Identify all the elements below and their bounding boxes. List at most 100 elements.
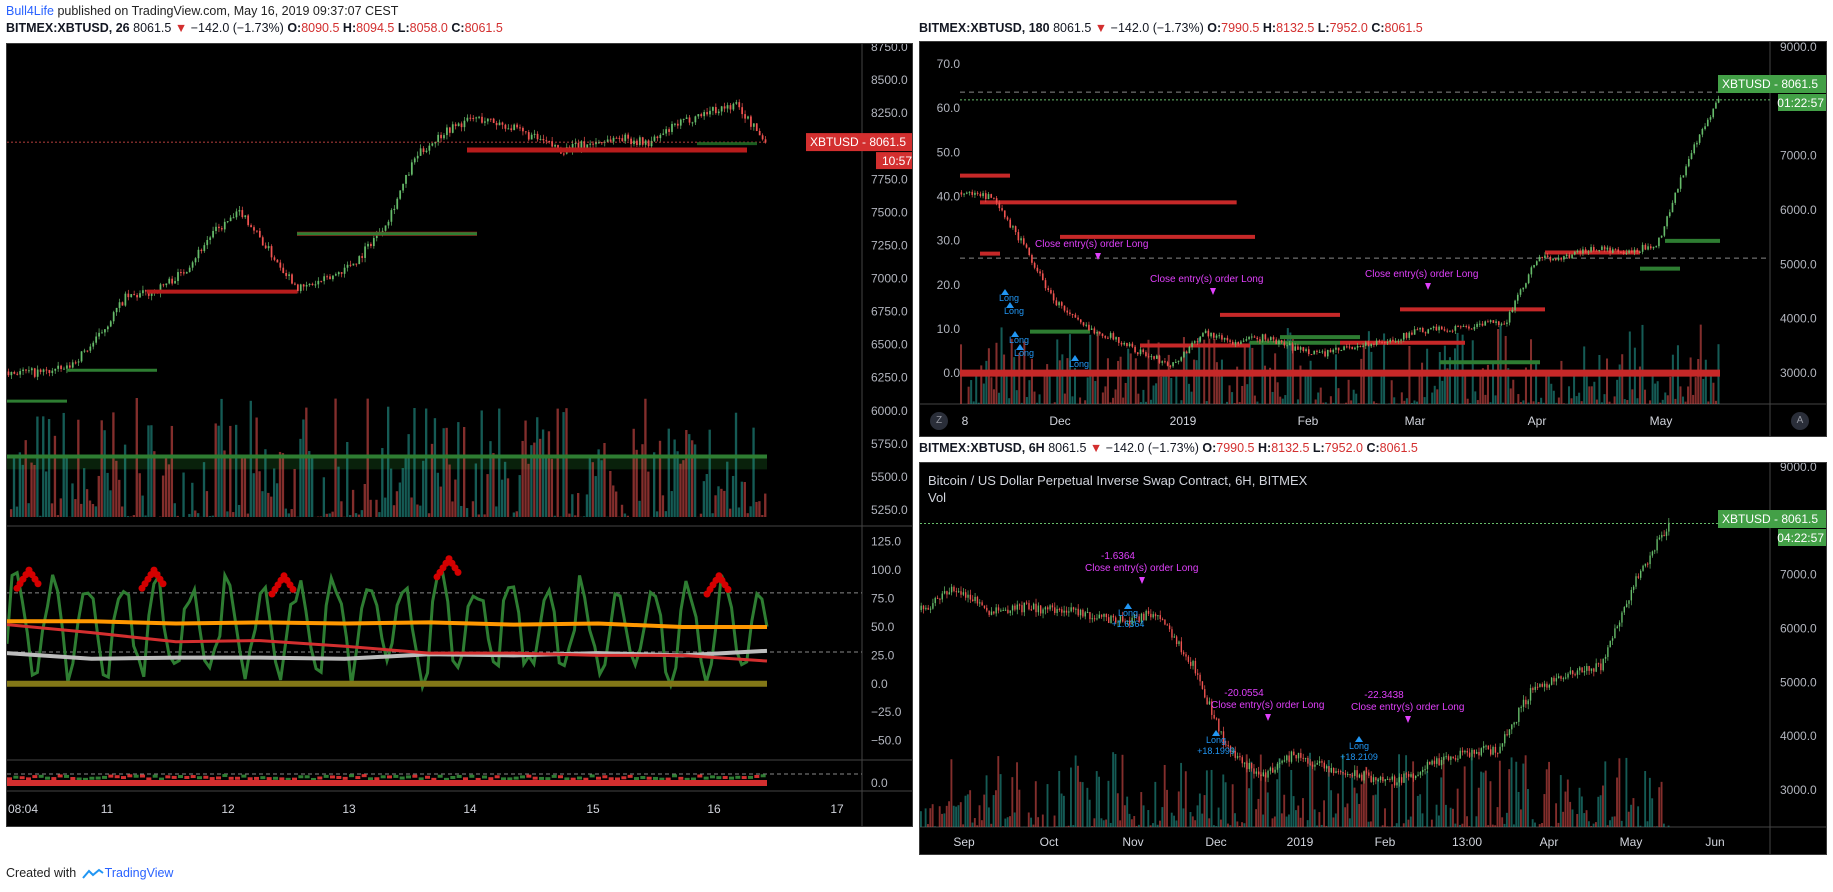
br-candle [1140,613,1143,622]
top-right-chart-panel[interactable]: Close entry(s) order Long Close entry(s) … [919,41,1827,437]
tr-volume-bar [1350,400,1353,404]
left-volume-bar [670,491,673,517]
tr-volume-bar [1241,385,1244,404]
left-candle [606,139,609,142]
left-time-label: 12 [221,802,235,816]
tradingview-link[interactable]: TradingView [104,866,174,880]
left-volume-bar [506,478,510,517]
tr-candle [1259,339,1261,342]
tr-candle [1014,226,1017,233]
left-volume-bar [673,439,676,517]
mini-bar [444,777,449,781]
br-candle [1318,761,1321,764]
tr-candle [1109,333,1112,338]
tr-candle [1557,257,1560,261]
br-volume-bar [1395,823,1398,827]
tr-volume-bar [1071,396,1074,404]
br-candle [1560,676,1562,679]
tr-volume-bar [1575,396,1578,404]
tr-candle [1202,333,1204,337]
left-volume-bar [521,440,524,517]
zoom-button[interactable]: Z [930,412,948,430]
bottom-right-chart-panel[interactable]: -1.6364 Close entry(s) order Long -20.0554… [919,462,1827,855]
br-volume-bar [1318,812,1321,827]
left-badge-symbol: XBTUSD - 8061.5 [810,135,906,149]
br-candle [1515,721,1518,723]
left-chart-panel[interactable]: 8750.08500.08250.08000.07750.07500.07250… [6,43,913,827]
tr-candle [1275,339,1278,345]
left-volume-bar [588,457,592,517]
tr-volume-bar [1692,394,1695,404]
left-volume-bar [527,463,530,517]
left-volume-bar [641,444,644,517]
tr-candle [1050,290,1052,294]
br-volume-bar [1409,816,1412,827]
br-candle [1419,772,1422,775]
mini-bar [152,774,158,778]
tr-candle [1147,356,1150,358]
mini-bar [70,777,76,781]
left-volume-bar [328,513,331,517]
br-volume-bar [995,790,997,827]
left-volume-bar [413,408,416,517]
tr-volume-bar [1623,399,1626,404]
br-candle [1518,707,1520,722]
br-volume-bar [1184,771,1187,827]
tr-volume-bar [1028,380,1031,404]
tr-volume-bar [1436,389,1439,404]
left-candle [659,134,662,139]
tr-volume-bar [1560,360,1563,404]
br-volume-bar [1367,821,1370,827]
tr-volume-bar [1317,392,1320,404]
tr-candle [1085,324,1088,326]
br-volume-bar [976,825,979,827]
mini-bar [171,775,177,779]
left-candle [410,162,413,175]
auto-scale-button[interactable]: A [1791,412,1809,430]
br-volume-bar [980,820,983,827]
mini-bar [165,775,171,779]
tr-candle [1169,365,1172,367]
left-chart-svg[interactable]: 8750.08500.08250.08000.07750.07500.07250… [7,44,913,827]
tr-volume-bar [1456,332,1459,404]
last-price: 8061.5 [1053,21,1092,35]
low-label: L: [1317,21,1330,35]
left-volume-bar [635,449,638,517]
br-volume-bar [1264,774,1267,827]
br-volume-bar [1004,818,1007,827]
tr-volume-bar [1231,392,1234,404]
tr-candle [1717,98,1720,103]
tr-time-label: Apr [1528,414,1547,428]
tr-volume-bar [1403,400,1406,404]
tr-candle [1291,343,1294,351]
tr-candle [1416,329,1419,331]
br-candle [925,607,927,610]
tr-candle [1123,342,1126,345]
tradingview-logo-icon [81,868,104,879]
br-countdown-badge [1778,529,1826,546]
osc-signal-dot [454,568,462,576]
left-volume-bar [42,416,45,517]
left-candle [95,336,98,343]
br-volume-bar [1266,792,1269,827]
br-volume-bar [1280,813,1283,827]
tr-candle [1329,349,1332,353]
tr-volume-bar [1557,397,1560,404]
left-volume-bar [761,515,764,517]
left-candle [340,272,343,274]
br-candle [939,598,941,600]
tr-volume-bar [1205,401,1208,404]
tr-volume-bar [1190,391,1193,404]
left-candle [656,136,659,139]
br-volume-bar [1360,784,1363,827]
left-volume-bar [582,516,586,517]
author-link[interactable]: Bull4Life [6,4,54,18]
br-candle [979,602,981,604]
tr-candle [1031,254,1033,263]
tr-volume-bar [1679,386,1682,404]
left-candle [305,285,308,287]
tr-volume-bar [1514,403,1517,404]
br-candle [1241,757,1243,764]
